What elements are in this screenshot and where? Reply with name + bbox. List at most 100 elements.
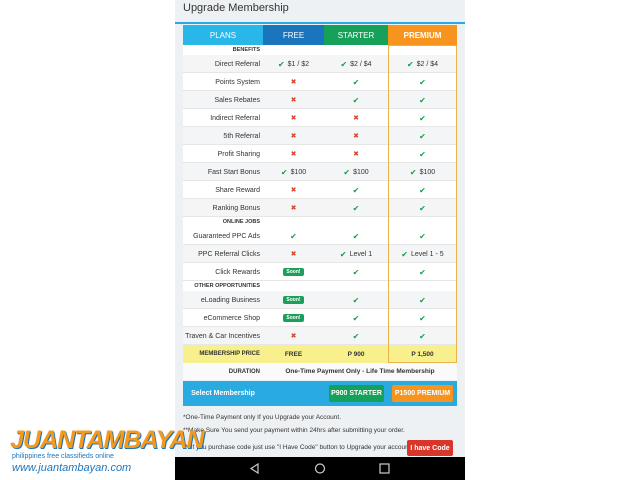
cell: ✖ bbox=[263, 145, 324, 163]
column-header: FREE bbox=[263, 25, 324, 45]
check-icon: ✔ bbox=[419, 267, 426, 277]
check-icon: ✔ bbox=[352, 313, 360, 323]
cell: ✔ $1 / $2 bbox=[263, 55, 324, 73]
column-header: PLANS bbox=[183, 25, 263, 45]
cross-icon: ✖ bbox=[290, 115, 297, 122]
price: P 900 bbox=[347, 350, 365, 358]
select-button[interactable]: P900 STARTER bbox=[329, 385, 384, 402]
check-icon: ✔ bbox=[419, 131, 426, 141]
check-icon: ✔ bbox=[352, 267, 360, 277]
section-row bbox=[183, 281, 457, 291]
cell-text: $2 / $4 bbox=[416, 60, 439, 68]
price: P 1,500 bbox=[411, 350, 434, 358]
cell: ✔ bbox=[388, 263, 457, 281]
check-icon: ✔ bbox=[419, 313, 426, 323]
cell: ✔ bbox=[388, 181, 457, 199]
cell: ✔ $100 bbox=[263, 163, 324, 181]
cell: Soon! bbox=[263, 263, 324, 281]
check-icon: ✔ bbox=[290, 231, 297, 241]
cell: ✖ bbox=[263, 73, 324, 91]
cell: ✔ bbox=[324, 181, 388, 199]
check-icon: ✔ bbox=[277, 59, 285, 69]
cell-text: $1 / $2 bbox=[287, 60, 310, 68]
cross-icon: ✖ bbox=[290, 133, 297, 140]
row-label: Click Rewards bbox=[215, 268, 260, 276]
check-icon: ✔ bbox=[419, 231, 426, 241]
row-label: eCommerce Shop bbox=[203, 314, 260, 322]
duration-text: One-Time Payment Only - Life Time Member… bbox=[285, 368, 435, 375]
home-button[interactable] bbox=[314, 463, 326, 474]
soon-badge: Soon! bbox=[283, 314, 304, 322]
cell: ✔ bbox=[324, 91, 388, 109]
cell: ✖ bbox=[263, 245, 324, 263]
row-label: Guaranteed PPC Ads bbox=[193, 232, 260, 240]
row-label: Points System bbox=[215, 78, 260, 86]
cell: ✔ bbox=[388, 227, 457, 245]
cell: ✖ bbox=[263, 199, 324, 217]
cross-icon: ✖ bbox=[290, 333, 297, 340]
select-button[interactable]: P1500 PREMIUM bbox=[392, 385, 453, 402]
price: FREE bbox=[284, 350, 303, 358]
nav-bar bbox=[175, 457, 465, 480]
row-label: eLoading Business bbox=[200, 296, 260, 304]
check-icon: ✔ bbox=[401, 249, 408, 259]
nav-icons bbox=[249, 462, 390, 475]
row-label: PPC Referral Clicks bbox=[198, 250, 260, 258]
cell: ✖ bbox=[324, 145, 388, 163]
check-icon: ✔ bbox=[419, 203, 426, 213]
section-row bbox=[183, 217, 457, 227]
duration-label: DURATION bbox=[228, 368, 260, 375]
check-icon: ✔ bbox=[343, 167, 351, 177]
cross-icon: ✖ bbox=[290, 79, 297, 86]
watermark-brand: JUANTAMBAYAN bbox=[10, 426, 205, 454]
cell: ✔ bbox=[324, 73, 388, 91]
select-label: Select Membership bbox=[191, 390, 255, 397]
cell: ✔ $100 bbox=[388, 163, 457, 181]
soon-badge: Soon! bbox=[283, 296, 304, 304]
check-icon: ✔ bbox=[419, 95, 426, 105]
section-row bbox=[183, 45, 457, 55]
cell: ✔ $2 / $4 bbox=[388, 55, 457, 73]
check-icon: ✔ bbox=[419, 295, 426, 305]
row-label: Ranking Bonus bbox=[212, 204, 260, 212]
check-icon: ✔ bbox=[352, 231, 360, 241]
cell: ✔ Level 1 bbox=[324, 245, 388, 263]
column-header: PREMIUM bbox=[388, 25, 457, 45]
cell: ✖ bbox=[263, 181, 324, 199]
cell: ✔ bbox=[388, 109, 457, 127]
code-button[interactable]: I have Code bbox=[407, 440, 453, 456]
row-label: Indirect Referral bbox=[210, 114, 260, 122]
cell: ✔ bbox=[324, 327, 388, 345]
cross-icon: ✖ bbox=[353, 133, 359, 140]
note: *One-Time Payment only If you Upgrade yo… bbox=[183, 414, 342, 421]
check-icon: ✔ bbox=[352, 203, 360, 213]
cross-icon: ✖ bbox=[290, 97, 297, 104]
row-label: Profit Sharing bbox=[217, 150, 260, 158]
recent-button[interactable] bbox=[379, 463, 390, 474]
check-icon: ✔ bbox=[339, 249, 347, 259]
cell: ✔ bbox=[324, 309, 388, 327]
cell: ✔ bbox=[388, 309, 457, 327]
back-button[interactable] bbox=[249, 462, 259, 475]
cell: ✔ bbox=[324, 263, 388, 281]
row-label: Direct Referral bbox=[214, 60, 260, 68]
cross-icon: ✖ bbox=[290, 251, 297, 258]
cell-text: Level 1 bbox=[349, 250, 373, 258]
cell: ✖ bbox=[263, 109, 324, 127]
check-icon: ✔ bbox=[352, 95, 360, 105]
cell: ✖ bbox=[324, 109, 388, 127]
check-icon: ✔ bbox=[340, 59, 348, 69]
check-icon: ✔ bbox=[419, 331, 426, 341]
note: **Make Sure You send your payment within… bbox=[183, 427, 405, 434]
column-header: STARTER bbox=[324, 25, 388, 45]
page-title: Upgrade Membership bbox=[183, 2, 289, 14]
row-label: Sales Rebates bbox=[214, 96, 260, 104]
section-title: OTHER OPPORTUNITIES bbox=[194, 283, 260, 289]
cell: ✔ bbox=[388, 145, 457, 163]
premium-outline bbox=[388, 45, 457, 363]
soon-badge: Soon! bbox=[283, 268, 304, 276]
cell: Soon! bbox=[263, 309, 324, 327]
cell-text: $2 / $4 bbox=[350, 60, 372, 68]
cross-icon: ✖ bbox=[353, 151, 359, 158]
